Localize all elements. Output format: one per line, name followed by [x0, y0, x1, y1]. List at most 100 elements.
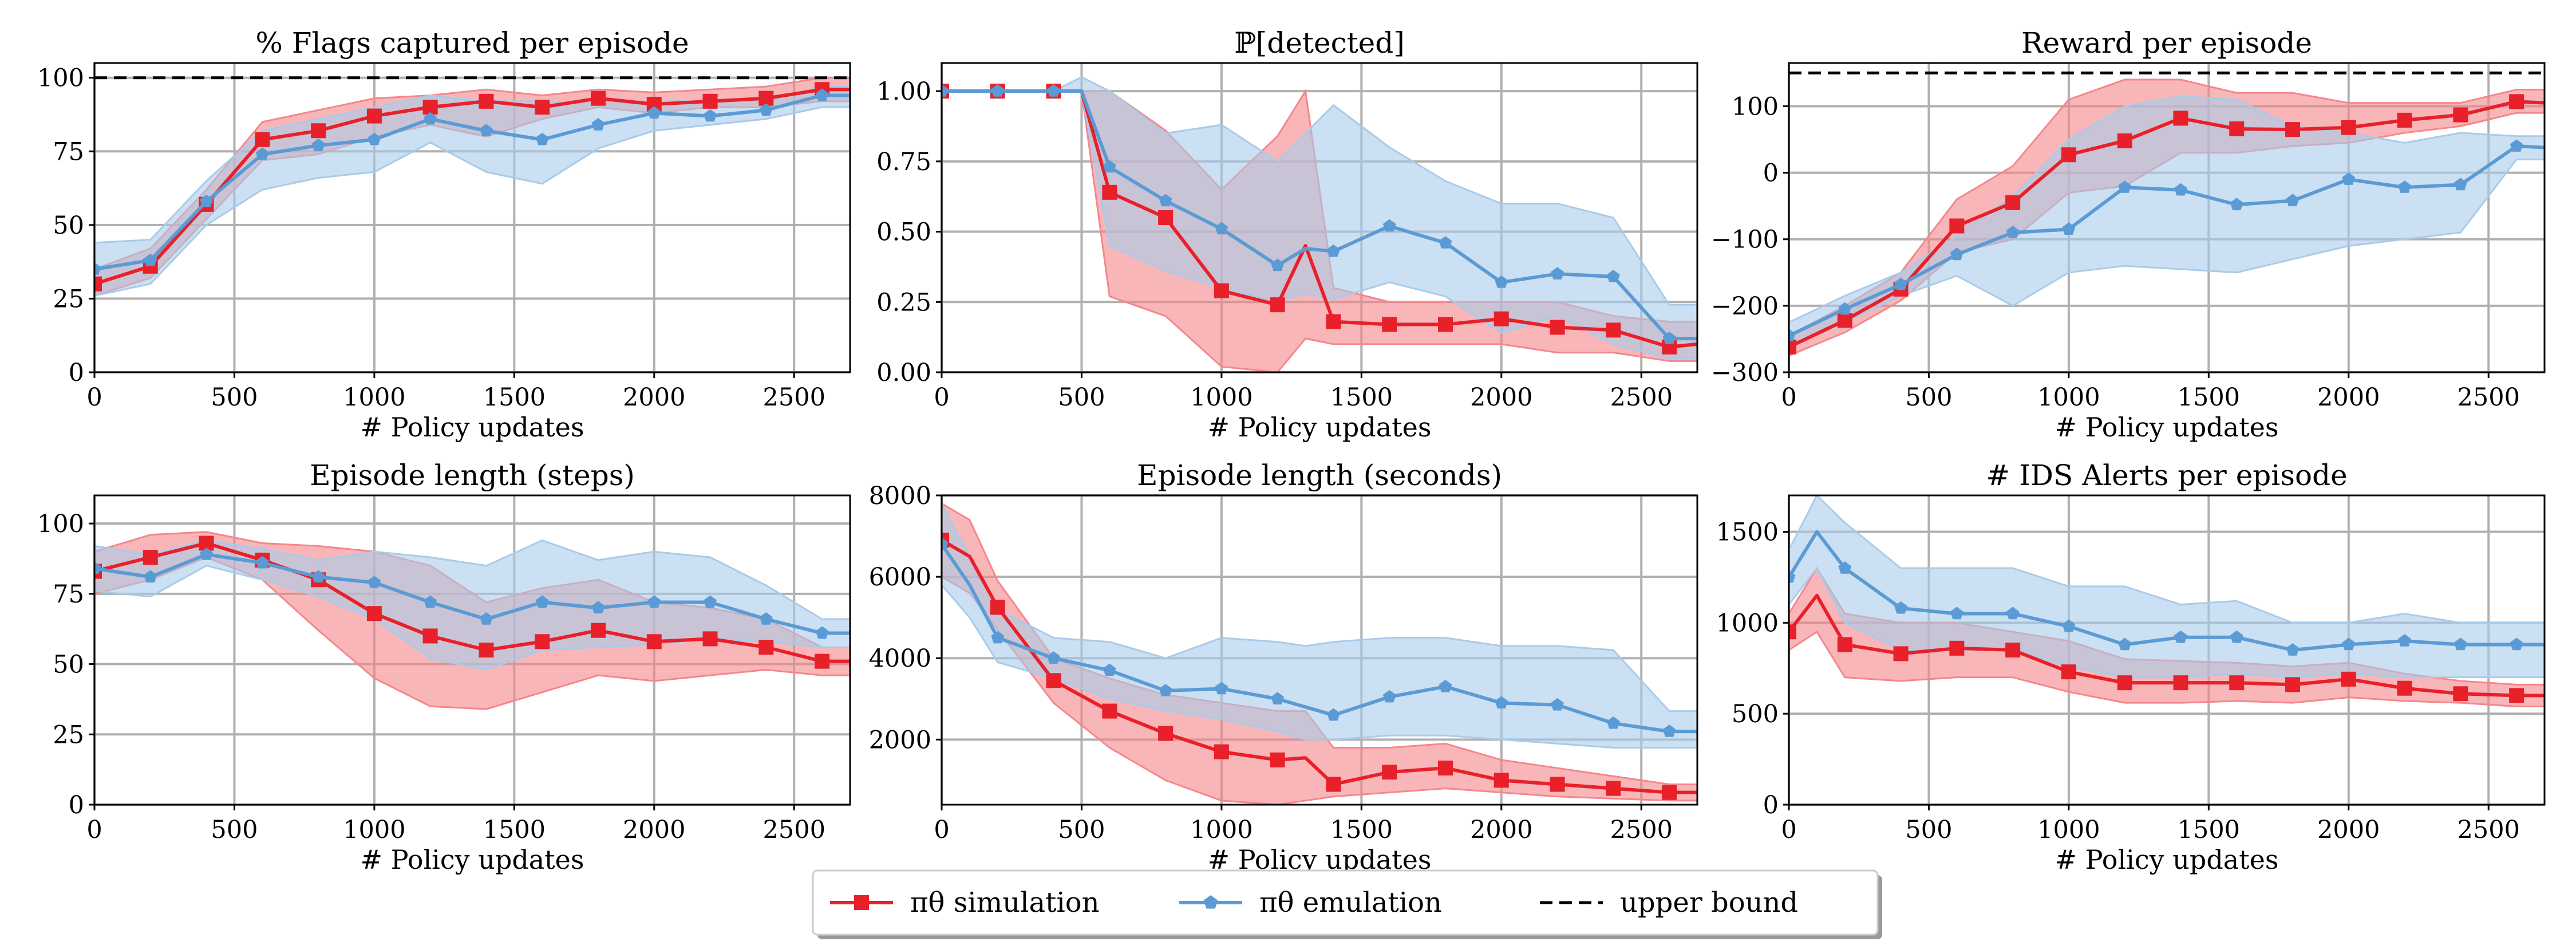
emulation-marker [704, 109, 717, 122]
emulation-marker [2342, 172, 2356, 185]
simulation-marker [366, 108, 382, 124]
x-tick-label: 1000 [343, 383, 405, 412]
x-axis-label: # Policy updates [1208, 412, 1432, 443]
simulation-marker [2285, 122, 2300, 137]
simulation-marker [2453, 107, 2468, 123]
y-tick-label: 75 [53, 580, 84, 609]
simulation-marker [2061, 147, 2076, 163]
emulation-marker [2230, 630, 2243, 643]
x-tick-label: 500 [1905, 383, 1952, 412]
simulation-marker [1326, 777, 1341, 792]
simulation-marker [2453, 686, 2468, 702]
emulation-line [942, 543, 1697, 734]
simulation-marker [2397, 112, 2412, 128]
emulation-marker [2342, 637, 2356, 651]
x-tick-label: 1500 [1330, 383, 1393, 412]
emulation-marker [2286, 643, 2300, 656]
x-tick-label: 2000 [2317, 383, 2380, 412]
axes-frame [1788, 494, 2546, 806]
emulation-marker [991, 84, 1005, 97]
y-tick-label: 2000 [869, 726, 931, 754]
emulation-marker [1606, 270, 1620, 282]
emulation-marker [1271, 258, 1285, 271]
y-tick-label: 1000 [1716, 609, 1779, 637]
emulation-marker [2174, 183, 2187, 196]
simulation-marker [2005, 195, 2021, 210]
y-tick-label: 1.00 [876, 77, 931, 106]
emulation-marker [942, 84, 949, 97]
y-tick-label: 50 [53, 211, 84, 240]
subplot-4: 0 500 1000 1500 2000 2500 0 25 50 75 100 Episode le… [37, 459, 851, 875]
plot-area [94, 531, 850, 710]
emulation-marker [2398, 634, 2411, 647]
emulation-marker [647, 595, 661, 608]
simulation-marker [479, 643, 494, 657]
emulation-marker [1215, 222, 1228, 235]
emulation-marker [1662, 332, 1676, 344]
x-tick-label: 2500 [2458, 383, 2520, 412]
simulation-marker [1270, 752, 1285, 767]
x-tick-label: 1500 [483, 383, 546, 412]
legend-pentagon-marker [1203, 895, 1218, 909]
simulation-marker [1326, 314, 1341, 329]
y-tick-label: 25 [53, 720, 84, 749]
emulation-line [1789, 530, 2545, 652]
plot-area [942, 502, 1697, 805]
x-tick-label: 2000 [1470, 816, 1532, 844]
emulation-marker [311, 570, 325, 583]
y-tick-label: 1500 [1716, 518, 1779, 547]
simulation-marker [143, 550, 158, 565]
emulation-marker [2510, 139, 2523, 152]
emulation-marker [535, 595, 549, 608]
y-tick-label: 6000 [869, 563, 931, 592]
x-tick-label: 500 [1058, 383, 1105, 412]
emulation-marker [1047, 651, 1060, 664]
y-tick-label: 0.00 [876, 359, 931, 387]
simulation-marker [815, 653, 830, 669]
emulation-marker [1159, 684, 1172, 696]
emulation-marker [2510, 637, 2523, 651]
simulation-marker [2173, 675, 2188, 691]
emulation-marker [2006, 607, 2020, 620]
emulation-marker [815, 88, 829, 101]
x-tick-label: 1500 [2178, 383, 2240, 412]
emulation-marker [1950, 607, 1963, 620]
x-axis-label: # Policy updates [361, 412, 584, 443]
subplot-2: 0 500 1000 1500 2000 2500 0.00 0.25 0.50 0.75 1.00… [876, 26, 1698, 443]
simulation-marker [2117, 133, 2132, 148]
x-tick-label: 1000 [1190, 383, 1253, 412]
subplot-title: ℙ[detected] [1234, 26, 1405, 60]
x-tick-label: 2500 [1610, 383, 1673, 412]
x-tick-label: 500 [211, 816, 258, 844]
simulation-marker [2229, 675, 2245, 691]
simulation-marker [422, 628, 438, 644]
x-axis-label: # Policy updates [361, 844, 584, 875]
simulation-marker [2341, 671, 2356, 687]
axes-frame [93, 494, 851, 806]
emulation-marker [2453, 637, 2467, 651]
simulation-marker [1438, 761, 1453, 776]
x-tick-label: 2500 [763, 383, 825, 412]
emulation-marker [1103, 160, 1116, 173]
simulation-marker [591, 90, 606, 106]
emulation-marker [535, 132, 549, 145]
emulation-marker [2062, 222, 2076, 235]
subplot-title: % Flags captured per episode [255, 26, 689, 60]
emulation-marker [759, 103, 773, 116]
simulation-marker [1102, 703, 1117, 719]
x-tick-label: 0 [86, 816, 102, 844]
simulation-marker [2229, 121, 2245, 136]
y-tick-label: 25 [53, 285, 84, 313]
emulation-confidence-band [942, 76, 1697, 359]
emulation-marker [2118, 180, 2132, 193]
simulation-marker [646, 634, 662, 649]
emulation-marker [2118, 637, 2132, 651]
axes-frame [1788, 62, 2546, 373]
emulation-line [942, 89, 1697, 341]
simulation-marker [1494, 773, 1509, 788]
emulation-marker [1789, 570, 1796, 583]
emulation-marker [2398, 180, 2411, 193]
emulation-marker [591, 601, 605, 614]
x-tick-label: 2000 [1470, 383, 1532, 412]
simulation-marker [2397, 680, 2412, 696]
